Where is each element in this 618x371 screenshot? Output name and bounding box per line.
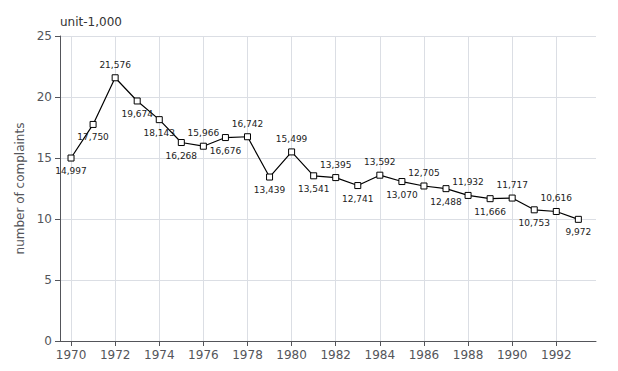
svg-text:1972: 1972 (100, 348, 131, 362)
svg-text:12,705: 12,705 (408, 168, 440, 178)
svg-text:5: 5 (44, 273, 52, 287)
svg-text:19,674: 19,674 (121, 109, 153, 119)
svg-text:15,966: 15,966 (188, 128, 220, 138)
svg-text:16,268: 16,268 (166, 151, 198, 161)
svg-text:15: 15 (37, 151, 52, 165)
svg-text:1974: 1974 (144, 348, 175, 362)
svg-text:15,499: 15,499 (276, 134, 308, 144)
svg-text:1986: 1986 (409, 348, 440, 362)
svg-text:18,143: 18,143 (144, 128, 176, 138)
svg-text:0: 0 (44, 334, 52, 348)
svg-text:13,541: 13,541 (298, 184, 330, 194)
svg-text:16,676: 16,676 (210, 146, 242, 156)
svg-text:13,070: 13,070 (386, 190, 418, 200)
svg-text:25: 25 (37, 29, 52, 43)
svg-text:1976: 1976 (188, 348, 219, 362)
svg-text:1970: 1970 (56, 348, 87, 362)
svg-text:11,932: 11,932 (452, 177, 484, 187)
svg-text:1980: 1980 (276, 348, 307, 362)
svg-text:16,742: 16,742 (232, 119, 263, 129)
svg-text:11,666: 11,666 (474, 207, 506, 217)
svg-text:12,488: 12,488 (430, 197, 462, 207)
svg-text:9,972: 9,972 (565, 227, 591, 237)
svg-text:number of complaints: number of complaints (13, 123, 27, 255)
svg-text:13,395: 13,395 (320, 160, 352, 170)
svg-text:21,576: 21,576 (99, 60, 131, 70)
svg-text:1982: 1982 (320, 348, 351, 362)
svg-text:10: 10 (37, 212, 52, 226)
svg-text:unit-1,000: unit-1,000 (60, 15, 122, 29)
svg-text:17,750: 17,750 (77, 132, 109, 142)
svg-text:1990: 1990 (497, 348, 528, 362)
svg-text:13,439: 13,439 (254, 185, 286, 195)
svg-text:1992: 1992 (541, 348, 572, 362)
svg-text:10,616: 10,616 (541, 193, 573, 203)
svg-text:20: 20 (37, 90, 52, 104)
svg-text:13,592: 13,592 (364, 157, 396, 167)
svg-text:1978: 1978 (232, 348, 263, 362)
svg-text:10,753: 10,753 (518, 218, 550, 228)
svg-text:1984: 1984 (365, 348, 396, 362)
svg-text:12,741: 12,741 (342, 194, 374, 204)
svg-text:11,717: 11,717 (496, 180, 528, 190)
svg-text:1988: 1988 (453, 348, 484, 362)
svg-text:14,997: 14,997 (55, 166, 87, 176)
